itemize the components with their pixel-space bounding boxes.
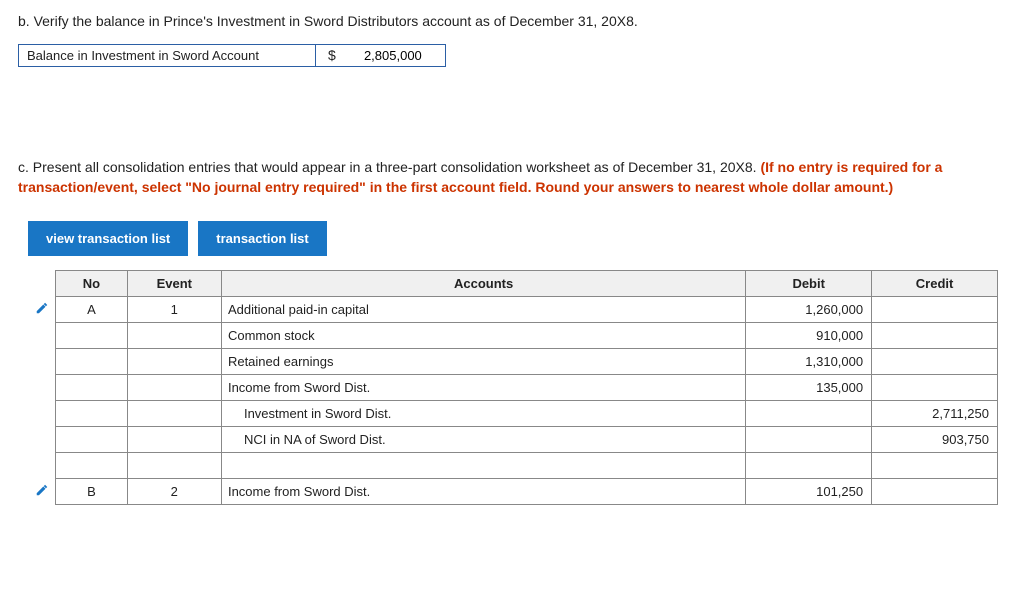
table-row: Retained earnings1,310,000 <box>28 349 998 375</box>
balance-label: Balance in Investment in Sword Account <box>18 44 316 67</box>
cell-no: B <box>56 479 127 505</box>
cell-account[interactable]: Investment in Sword Dist. <box>221 401 745 427</box>
pencil-icon[interactable] <box>35 301 49 315</box>
cell-no <box>56 349 127 375</box>
header-accounts: Accounts <box>221 271 745 297</box>
cell-no <box>56 427 127 453</box>
cell-debit[interactable] <box>746 401 872 427</box>
pencil-icon[interactable] <box>35 483 49 497</box>
cell-credit[interactable] <box>872 349 998 375</box>
cell-account[interactable]: Income from Sword Dist. <box>221 479 745 505</box>
cell-debit[interactable] <box>746 427 872 453</box>
cell-event <box>127 401 221 427</box>
cell-debit[interactable]: 135,000 <box>746 375 872 401</box>
cell-credit[interactable]: 903,750 <box>872 427 998 453</box>
cell-event <box>127 349 221 375</box>
edit-cell[interactable] <box>28 479 56 505</box>
table-row: Income from Sword Dist.135,000 <box>28 375 998 401</box>
cell-no: A <box>56 297 127 323</box>
tab-view-transaction-list[interactable]: view transaction list <box>28 221 188 256</box>
edit-cell <box>28 401 56 427</box>
cell-account[interactable] <box>221 453 745 479</box>
edit-cell <box>28 349 56 375</box>
header-spacer <box>28 271 56 297</box>
cell-credit[interactable] <box>872 453 998 479</box>
cell-credit[interactable] <box>872 479 998 505</box>
cell-no <box>56 375 127 401</box>
transaction-table: No Event Accounts Debit Credit A1Additio… <box>28 270 998 505</box>
cell-credit[interactable]: 2,711,250 <box>872 401 998 427</box>
edit-cell <box>28 323 56 349</box>
table-row: A1Additional paid-in capital1,260,000 <box>28 297 998 323</box>
edit-cell[interactable] <box>28 297 56 323</box>
cell-event <box>127 427 221 453</box>
tab-transaction-list[interactable]: transaction list <box>198 221 326 256</box>
table-row <box>28 453 998 479</box>
table-row: B2Income from Sword Dist.101,250 <box>28 479 998 505</box>
edit-cell <box>28 453 56 479</box>
header-debit: Debit <box>746 271 872 297</box>
cell-no <box>56 453 127 479</box>
cell-no <box>56 401 127 427</box>
table-row: Investment in Sword Dist. 2,711,250 <box>28 401 998 427</box>
cell-debit[interactable]: 1,310,000 <box>746 349 872 375</box>
cell-account[interactable]: NCI in NA of Sword Dist. <box>221 427 745 453</box>
cell-credit[interactable] <box>872 323 998 349</box>
cell-account[interactable]: Common stock <box>221 323 745 349</box>
cell-account[interactable]: Income from Sword Dist. <box>221 375 745 401</box>
header-credit: Credit <box>872 271 998 297</box>
cell-event <box>127 375 221 401</box>
part-c-plain: c. Present all consolidation entries tha… <box>18 159 760 175</box>
tabs: view transaction list transaction list <box>28 221 1006 256</box>
cell-debit[interactable]: 101,250 <box>746 479 872 505</box>
edit-cell <box>28 375 56 401</box>
header-event: Event <box>127 271 221 297</box>
cell-event: 2 <box>127 479 221 505</box>
balance-input[interactable] <box>342 48 422 63</box>
cell-debit[interactable] <box>746 453 872 479</box>
edit-cell <box>28 427 56 453</box>
cell-credit[interactable] <box>872 297 998 323</box>
cell-credit[interactable] <box>872 375 998 401</box>
currency-symbol: $ <box>322 47 342 63</box>
part-b-prompt: b. Verify the balance in Prince's Invest… <box>18 12 1006 32</box>
balance-value-cell[interactable]: $ <box>316 44 446 67</box>
cell-event: 1 <box>127 297 221 323</box>
cell-no <box>56 323 127 349</box>
part-c-prompt: c. Present all consolidation entries tha… <box>18 157 1006 198</box>
header-no: No <box>56 271 127 297</box>
cell-event <box>127 453 221 479</box>
cell-debit[interactable]: 910,000 <box>746 323 872 349</box>
table-row: Common stock910,000 <box>28 323 998 349</box>
balance-row: Balance in Investment in Sword Account $ <box>18 44 1006 67</box>
cell-account[interactable]: Retained earnings <box>221 349 745 375</box>
cell-debit[interactable]: 1,260,000 <box>746 297 872 323</box>
cell-event <box>127 323 221 349</box>
cell-account[interactable]: Additional paid-in capital <box>221 297 745 323</box>
table-row: NCI in NA of Sword Dist. 903,750 <box>28 427 998 453</box>
